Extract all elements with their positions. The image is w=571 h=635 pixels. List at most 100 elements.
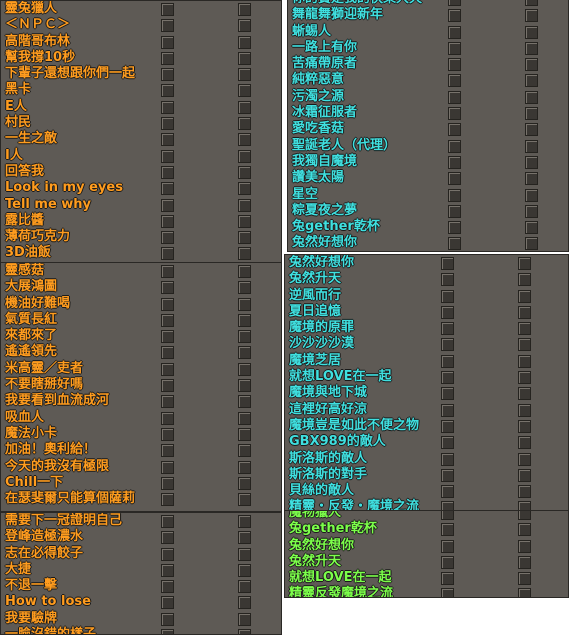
- display-checkbox[interactable]: [238, 563, 251, 577]
- title-row[interactable]: 魔境芝居: [285, 353, 568, 369]
- equip-checkbox[interactable]: [161, 476, 174, 490]
- display-checkbox[interactable]: [518, 555, 531, 569]
- title-row[interactable]: Chill一下: [1, 475, 281, 491]
- equip-checkbox[interactable]: [161, 460, 174, 474]
- title-row[interactable]: 一路上有你: [288, 40, 568, 56]
- display-checkbox[interactable]: [525, 90, 538, 104]
- title-row[interactable]: 粽夏夜之夢: [288, 203, 568, 219]
- title-row[interactable]: 兔然升天: [285, 554, 568, 570]
- equip-checkbox[interactable]: [161, 214, 174, 228]
- equip-checkbox[interactable]: [161, 411, 174, 425]
- title-row[interactable]: 米高靈／吏者: [1, 361, 281, 377]
- display-checkbox[interactable]: [518, 289, 531, 303]
- display-checkbox[interactable]: [238, 531, 251, 545]
- display-checkbox[interactable]: [238, 629, 251, 634]
- title-row[interactable]: 兔然好想你: [285, 255, 568, 271]
- title-row[interactable]: 魔境豈是如此不便之物: [285, 418, 568, 434]
- display-checkbox[interactable]: [518, 588, 531, 597]
- title-row[interactable]: 在瑟斐爾只能算個薩莉: [1, 491, 281, 507]
- title-row[interactable]: 魔法小卡: [1, 426, 281, 442]
- display-checkbox[interactable]: [238, 84, 251, 98]
- display-checkbox[interactable]: [525, 172, 538, 186]
- title-row[interactable]: 不要瞎掰好嗎: [1, 377, 281, 393]
- title-row[interactable]: Look in my eyes: [1, 180, 281, 196]
- display-checkbox[interactable]: [518, 572, 531, 586]
- display-checkbox[interactable]: [238, 427, 251, 441]
- display-checkbox[interactable]: [238, 3, 251, 16]
- title-row[interactable]: 污濁之源: [288, 89, 568, 105]
- title-row[interactable]: 聖誕老人（代理）: [288, 138, 568, 154]
- display-checkbox[interactable]: [518, 305, 531, 319]
- display-checkbox[interactable]: [238, 149, 251, 163]
- title-row[interactable]: 斯洛斯的對手: [285, 467, 568, 483]
- display-checkbox[interactable]: [238, 281, 251, 295]
- equip-checkbox[interactable]: [161, 330, 174, 344]
- equip-checkbox[interactable]: [161, 247, 174, 261]
- display-checkbox[interactable]: [518, 485, 531, 499]
- display-checkbox[interactable]: [518, 539, 531, 553]
- title-row[interactable]: 貝絲的敵人: [285, 483, 568, 499]
- equip-checkbox[interactable]: [161, 182, 174, 196]
- equip-checkbox[interactable]: [161, 165, 174, 179]
- title-row[interactable]: 吸血人: [1, 410, 281, 426]
- equip-checkbox[interactable]: [161, 231, 174, 245]
- title-row[interactable]: I人: [1, 148, 281, 164]
- display-checkbox[interactable]: [518, 468, 531, 482]
- equip-checkbox[interactable]: [441, 485, 454, 499]
- display-checkbox[interactable]: [525, 41, 538, 55]
- display-checkbox[interactable]: [518, 371, 531, 385]
- title-row[interactable]: 兔gether乾杯: [288, 219, 568, 235]
- display-checkbox[interactable]: [525, 204, 538, 218]
- display-checkbox[interactable]: [518, 403, 531, 417]
- display-checkbox[interactable]: [238, 231, 251, 245]
- display-checkbox[interactable]: [518, 523, 531, 537]
- display-checkbox[interactable]: [238, 182, 251, 196]
- equip-checkbox[interactable]: [448, 0, 461, 6]
- display-checkbox[interactable]: [238, 313, 251, 327]
- title-row[interactable]: 魔境的原罪: [285, 320, 568, 336]
- title-row[interactable]: 苦痛帶原者: [288, 56, 568, 72]
- display-checkbox[interactable]: [238, 515, 251, 528]
- display-checkbox[interactable]: [525, 0, 538, 6]
- equip-checkbox[interactable]: [448, 25, 461, 39]
- title-row[interactable]: 星空: [288, 187, 568, 203]
- display-checkbox[interactable]: [238, 214, 251, 228]
- display-checkbox[interactable]: [238, 580, 251, 594]
- equip-checkbox[interactable]: [161, 84, 174, 98]
- title-row[interactable]: 下輩子還想跟你們一起: [1, 66, 281, 82]
- equip-checkbox[interactable]: [161, 35, 174, 49]
- equip-checkbox[interactable]: [448, 58, 461, 72]
- display-checkbox[interactable]: [238, 117, 251, 131]
- display-checkbox[interactable]: [518, 322, 531, 336]
- equip-checkbox[interactable]: [161, 313, 174, 327]
- equip-checkbox[interactable]: [441, 403, 454, 417]
- equip-checkbox[interactable]: [161, 493, 174, 507]
- equip-checkbox[interactable]: [441, 511, 454, 520]
- display-checkbox[interactable]: [238, 297, 251, 311]
- title-row[interactable]: 就想LOVE在一起: [285, 570, 568, 586]
- equip-checkbox[interactable]: [161, 117, 174, 131]
- display-checkbox[interactable]: [518, 452, 531, 466]
- equip-checkbox[interactable]: [448, 9, 461, 23]
- equip-checkbox[interactable]: [161, 531, 174, 545]
- display-checkbox[interactable]: [518, 419, 531, 433]
- display-checkbox[interactable]: [238, 346, 251, 360]
- equip-checkbox[interactable]: [161, 596, 174, 610]
- title-row[interactable]: 斯洛斯的敵人: [285, 451, 568, 467]
- display-checkbox[interactable]: [525, 107, 538, 121]
- display-checkbox[interactable]: [238, 100, 251, 114]
- display-checkbox[interactable]: [525, 9, 538, 23]
- equip-checkbox[interactable]: [448, 221, 461, 235]
- title-row[interactable]: 遙遙領先: [1, 344, 281, 360]
- title-row[interactable]: 加油！奧利給！: [1, 442, 281, 458]
- equip-checkbox[interactable]: [448, 41, 461, 55]
- title-row[interactable]: 魔境與地下城: [285, 385, 568, 401]
- equip-checkbox[interactable]: [161, 547, 174, 561]
- display-checkbox[interactable]: [525, 237, 538, 251]
- title-row[interactable]: 機油好難喝: [1, 296, 281, 312]
- equip-checkbox[interactable]: [448, 139, 461, 153]
- display-checkbox[interactable]: [238, 19, 251, 33]
- equip-checkbox[interactable]: [161, 51, 174, 65]
- display-checkbox[interactable]: [238, 265, 251, 278]
- equip-checkbox[interactable]: [161, 362, 174, 376]
